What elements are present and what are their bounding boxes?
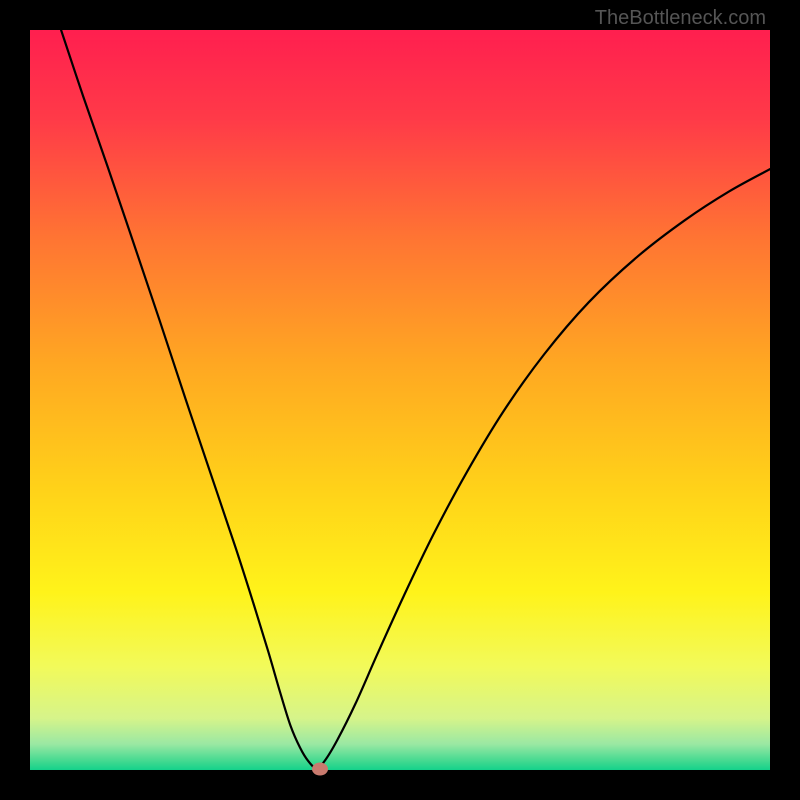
bottleneck-curve-path xyxy=(61,30,770,768)
curve-minimum-marker xyxy=(312,762,328,775)
chart-outer-frame: TheBottleneck.com xyxy=(0,0,800,800)
bottleneck-curve xyxy=(30,30,770,770)
chart-plot-area xyxy=(30,30,770,770)
watermark-text: TheBottleneck.com xyxy=(595,7,766,30)
